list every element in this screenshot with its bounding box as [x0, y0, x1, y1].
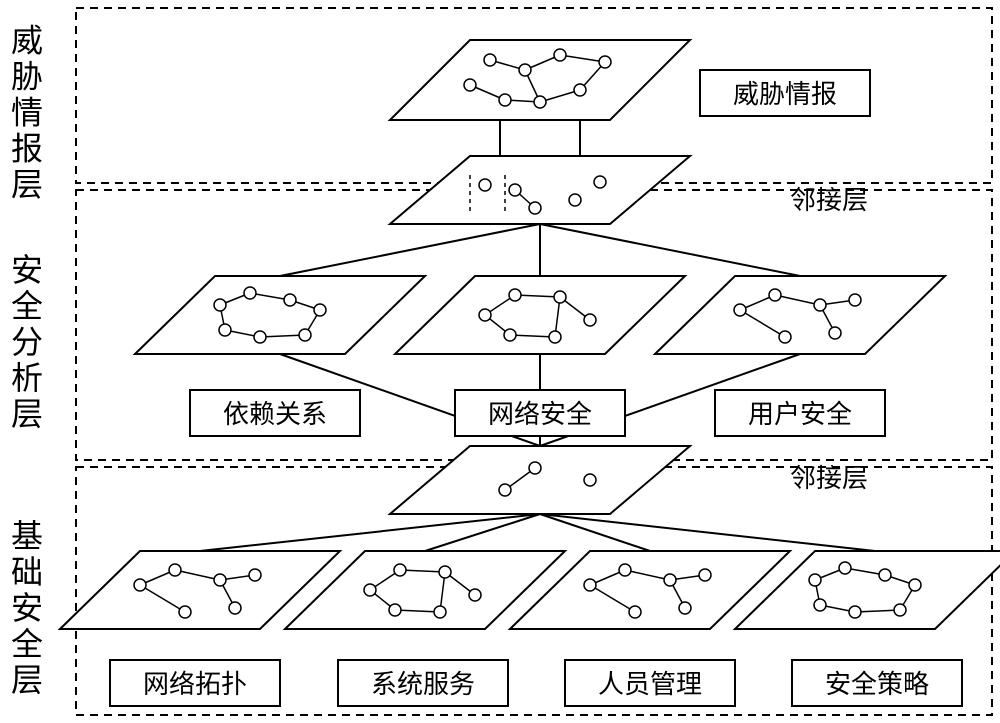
box-base-1-label: 系统服务 — [371, 669, 475, 699]
box-analysis-1-label: 网络安全 — [488, 399, 592, 429]
box-threat-intel-label: 威胁情报 — [733, 79, 837, 109]
plane-analysis-1 — [395, 276, 685, 354]
layer-title-base: 基础安全层 — [7, 519, 43, 699]
adj-label-0: 邻接层 — [790, 185, 868, 215]
plane-adj-2 — [390, 446, 690, 514]
plane-analysis-0 — [135, 276, 425, 354]
box-analysis-0-label: 依赖关系 — [223, 399, 327, 429]
plane-adj-1 — [390, 156, 690, 224]
box-base-2-label: 人员管理 — [598, 669, 702, 699]
layer-title-threat: 威胁情报层 — [7, 24, 43, 204]
box-analysis-2-label: 用户安全 — [748, 399, 852, 429]
architecture-diagram: 威胁情报层安全分析层基础安全层 威胁情报依赖关系 网络安全 用户安全网络拓扑 系统服务 人… — [0, 0, 1000, 723]
box-base-0-label: 网络拓扑 — [143, 669, 247, 699]
plane-analysis-2 — [655, 276, 945, 354]
layer-title-analysis: 安全分析层 — [7, 253, 43, 433]
box-base-3-label: 安全策略 — [825, 669, 929, 699]
adj-label-1: 邻接层 — [790, 463, 868, 493]
